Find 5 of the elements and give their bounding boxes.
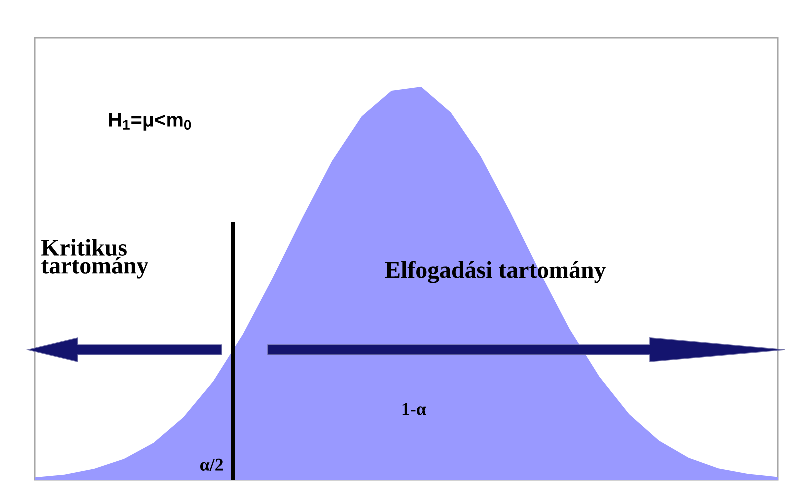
- annotation: α/2: [200, 458, 224, 471]
- annotation: 1-α: [402, 403, 426, 416]
- annotation: H$_{1}$=μ<m$_{0}$: [109, 113, 192, 131]
- annotation: Elfogadási tartomány: [385, 261, 606, 284]
- annotation: Kritikus tartomány: [42, 239, 148, 279]
